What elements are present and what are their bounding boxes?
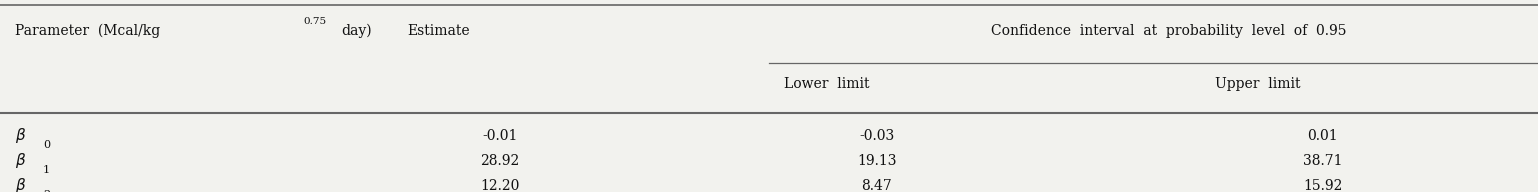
Text: 12.20: 12.20 — [480, 179, 520, 192]
Text: -0.03: -0.03 — [860, 129, 894, 143]
Text: 38.71: 38.71 — [1303, 154, 1343, 168]
Text: Upper  limit: Upper limit — [1215, 77, 1301, 91]
Text: 2: 2 — [43, 190, 51, 192]
Text: day): day) — [341, 23, 372, 38]
Text: Parameter  (Mcal/kg: Parameter (Mcal/kg — [15, 23, 165, 38]
Text: -0.01: -0.01 — [481, 129, 518, 143]
Text: 19.13: 19.13 — [857, 154, 897, 168]
Text: Estimate: Estimate — [408, 24, 471, 38]
Text: 0.75: 0.75 — [303, 17, 326, 26]
Text: $\beta$: $\beta$ — [15, 176, 26, 192]
Text: 0: 0 — [43, 140, 51, 150]
Text: Lower  limit: Lower limit — [784, 77, 871, 91]
Text: 1: 1 — [43, 165, 51, 175]
Text: $\beta$: $\beta$ — [15, 126, 26, 145]
Text: Confidence  interval  at  probability  level  of  0.95: Confidence interval at probability level… — [990, 24, 1347, 38]
Text: $\beta$: $\beta$ — [15, 151, 26, 170]
Text: 28.92: 28.92 — [480, 154, 520, 168]
Text: 0.01: 0.01 — [1307, 129, 1338, 143]
Text: 8.47: 8.47 — [861, 179, 892, 192]
Text: 15.92: 15.92 — [1303, 179, 1343, 192]
